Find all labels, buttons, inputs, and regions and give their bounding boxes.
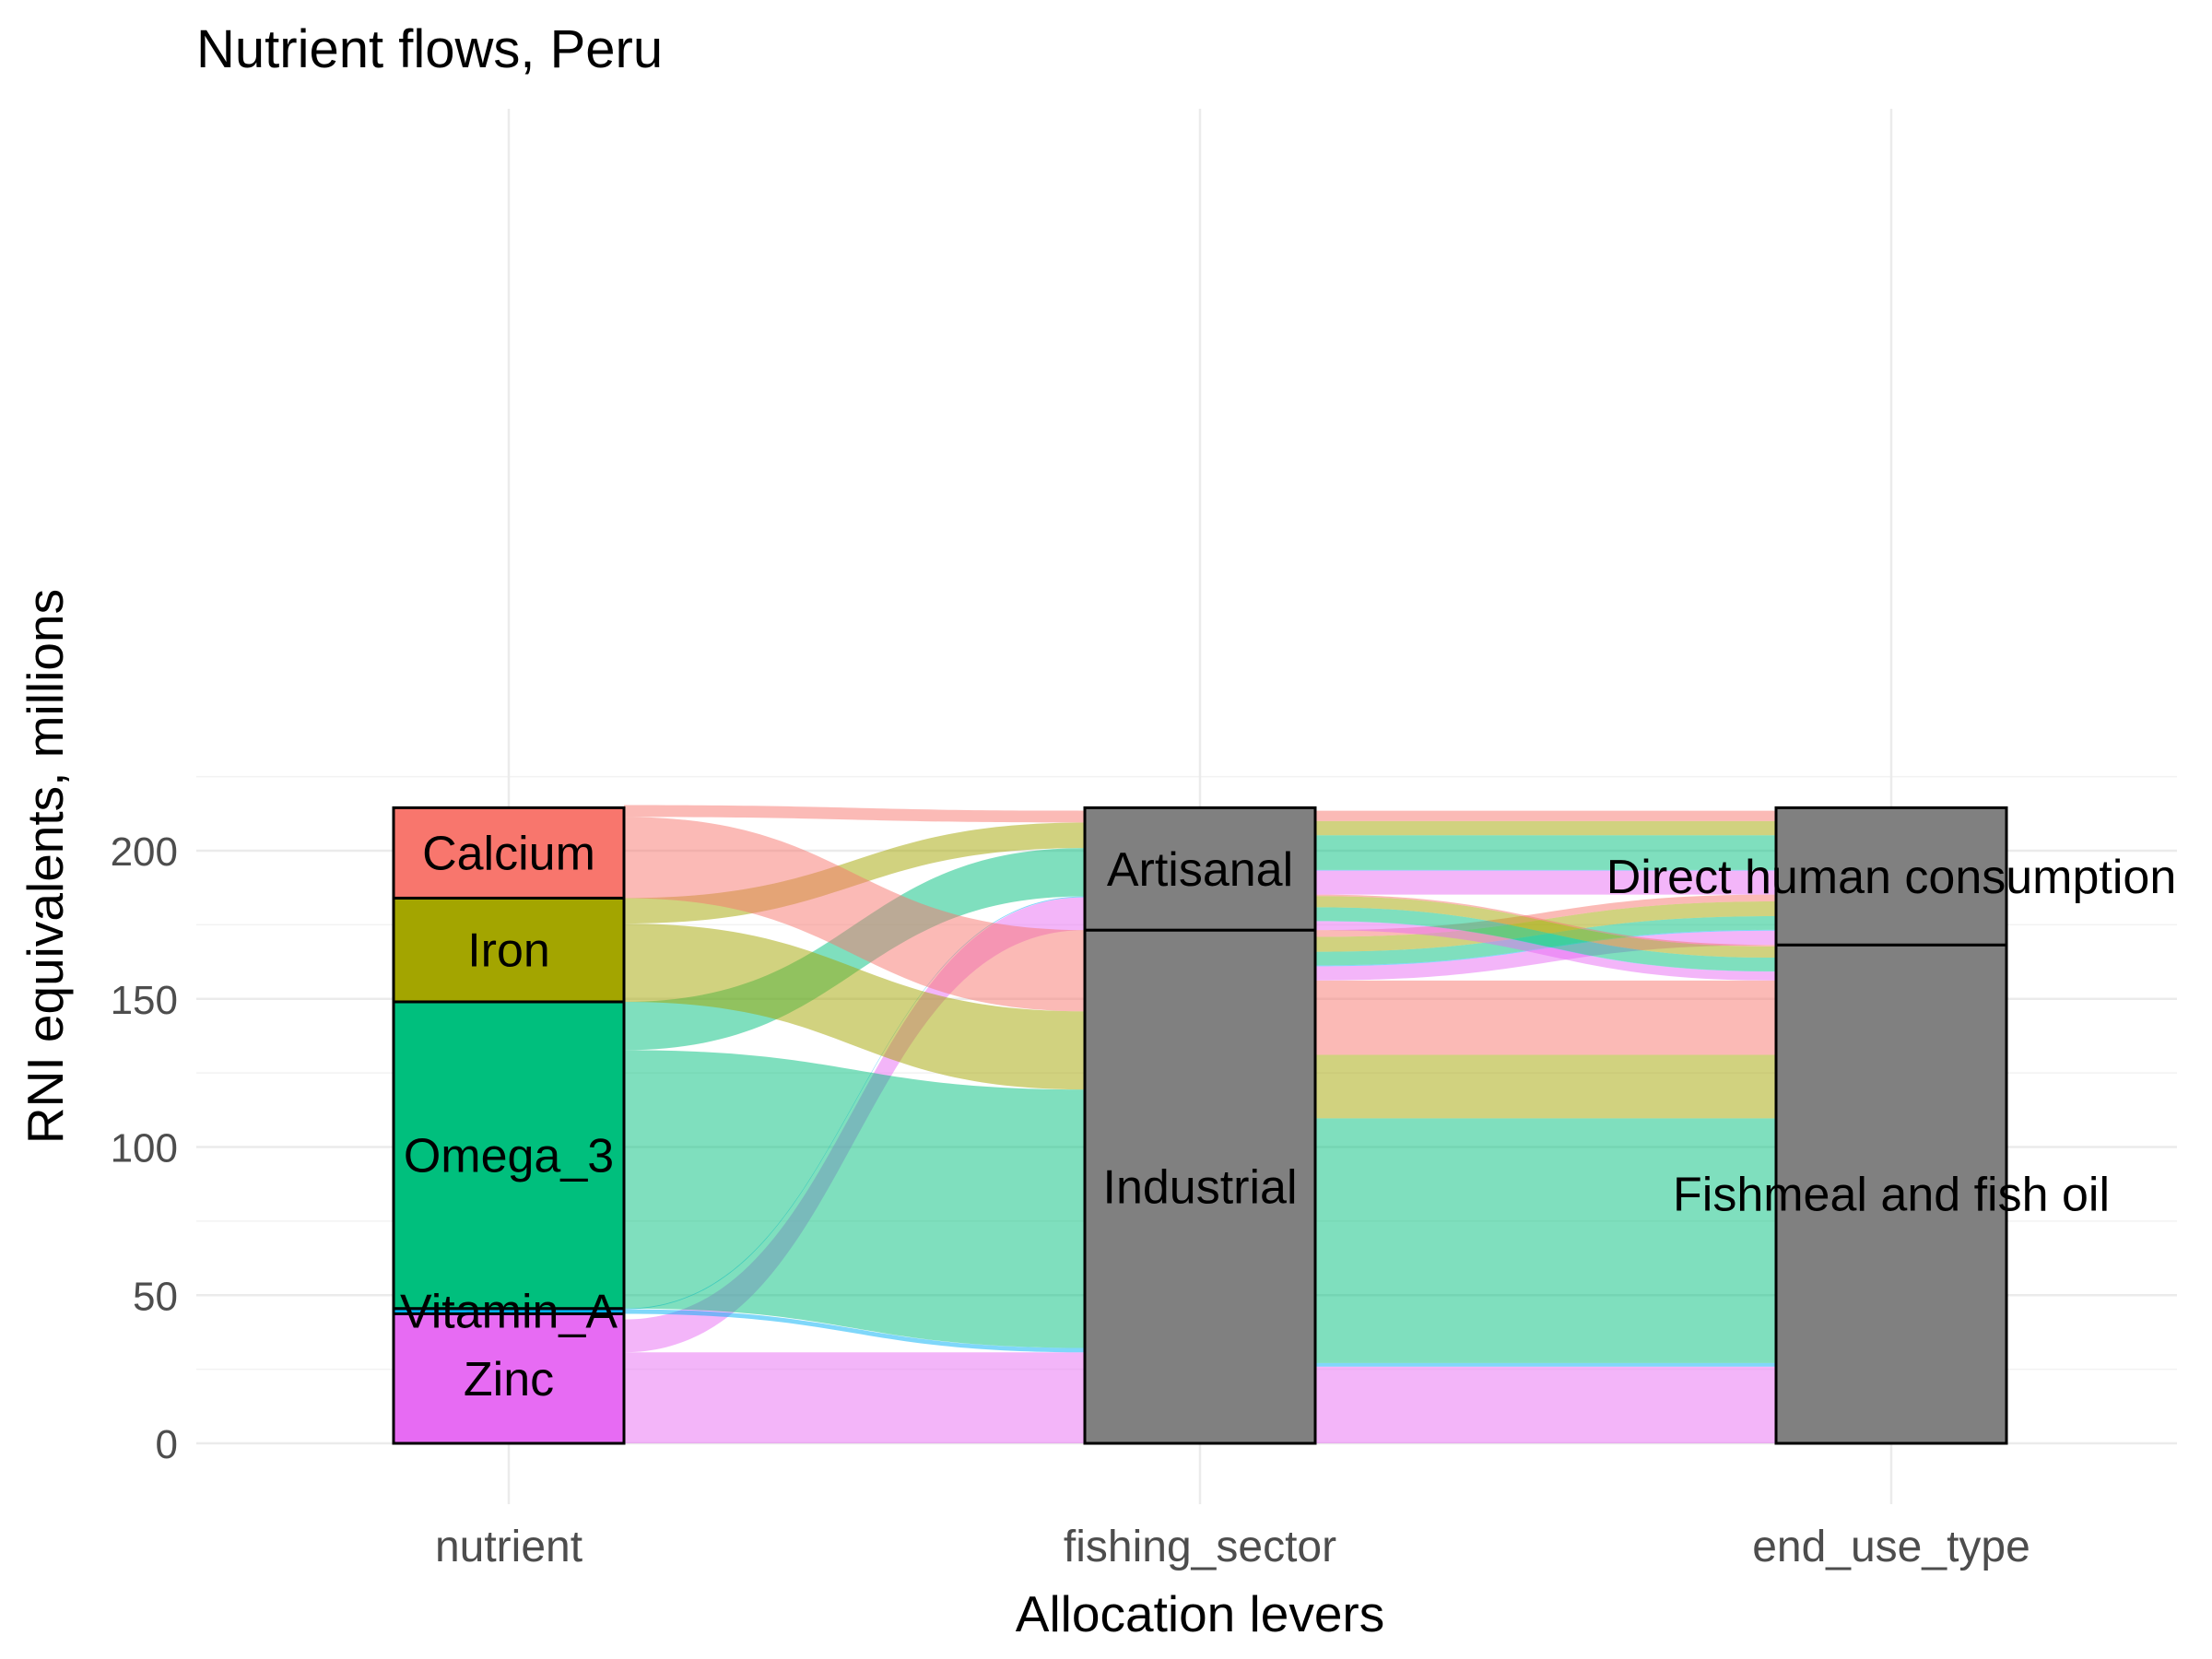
y-tick-label: 100 <box>111 1126 178 1171</box>
flow-sector-to-end-use <box>1315 921 1776 972</box>
y-tick-label: 50 <box>133 1274 178 1319</box>
flow-sector-to-end-use <box>1315 1054 1776 1119</box>
flow-sector-to-end-use <box>1315 810 1776 821</box>
x-tick-label: nutrient <box>435 1523 582 1571</box>
y-tick-label: 200 <box>111 830 178 875</box>
flow-nutrient-to-sector <box>624 1050 1085 1348</box>
stratum-box <box>1774 806 2008 947</box>
stratum-box <box>392 1312 626 1445</box>
stratum-box <box>1083 806 1317 932</box>
stratum-label: Vitamin_A <box>400 1286 618 1339</box>
stratum-box <box>1083 928 1317 1445</box>
flow-sector-to-end-use <box>1315 870 1776 895</box>
stratum-box <box>392 1000 626 1311</box>
flow-nutrient-to-sector <box>624 1309 1085 1353</box>
flow-sector-to-end-use <box>1315 980 1776 1055</box>
x-axis-label: Allocation levers <box>1016 1585 1384 1642</box>
flow-nutrient-to-sector <box>624 805 1085 823</box>
flow-nutrient-to-sector <box>624 924 1085 1090</box>
flow-sector-to-end-use <box>1315 894 1776 937</box>
flow-sector-to-end-use <box>1315 1362 1776 1367</box>
y-axis-ticks: 0 50 100 150 200 <box>111 830 178 1467</box>
y-axis-label: RNI equivalents, millions <box>17 589 74 1144</box>
chart-title: Nutrient flows, Peru <box>196 19 663 79</box>
flow-nutrient-to-sector <box>624 1352 1085 1443</box>
stratum-labels: Zinc Vitamin_A Omega_3 Iron Calcium Industria… <box>400 827 2176 1406</box>
flow-sector-to-end-use <box>1315 896 1776 959</box>
stratum-label: Iron <box>467 924 550 978</box>
flow-sector-to-end-use <box>1315 820 1776 836</box>
x-tick-label: end_use_type <box>1752 1523 2030 1571</box>
flow-sector-to-end-use <box>1315 894 1776 947</box>
flow-sector-to-end-use <box>1315 869 1776 871</box>
stratum-box <box>392 806 626 900</box>
stratum-label: Fishmeal and fish oil <box>1673 1169 2110 1222</box>
flow-nutrient-to-sector <box>624 817 1085 1012</box>
stratum-label: Omega_3 <box>404 1129 614 1182</box>
x-tick-label: fishing_sector <box>1064 1523 1336 1571</box>
flow-sector-to-end-use <box>1315 1118 1776 1363</box>
stratum-label: Artisanal <box>1107 843 1293 897</box>
y-tick-label: 0 <box>156 1422 178 1467</box>
y-tick-label: 150 <box>111 978 178 1023</box>
stratum-box <box>392 896 626 1004</box>
stratum-label: Direct human consumption <box>1606 851 2177 904</box>
stratum-label: Industrial <box>1103 1161 1298 1215</box>
flow-sector-to-end-use <box>1315 907 1776 971</box>
x-axis-ticks: nutrient fishing_sector end_use_type <box>435 1523 2030 1571</box>
strata-boxes <box>392 806 2008 1445</box>
flow-sector-to-end-use <box>1315 921 1776 981</box>
flow-sector-to-end-use <box>1315 835 1776 870</box>
flow-ribbons <box>624 805 1776 1443</box>
flow-sector-to-end-use <box>1315 1366 1776 1443</box>
stratum-box <box>1774 943 2008 1445</box>
stratum-label: Calcium <box>422 827 595 880</box>
stratum-label: Zinc <box>464 1353 554 1406</box>
